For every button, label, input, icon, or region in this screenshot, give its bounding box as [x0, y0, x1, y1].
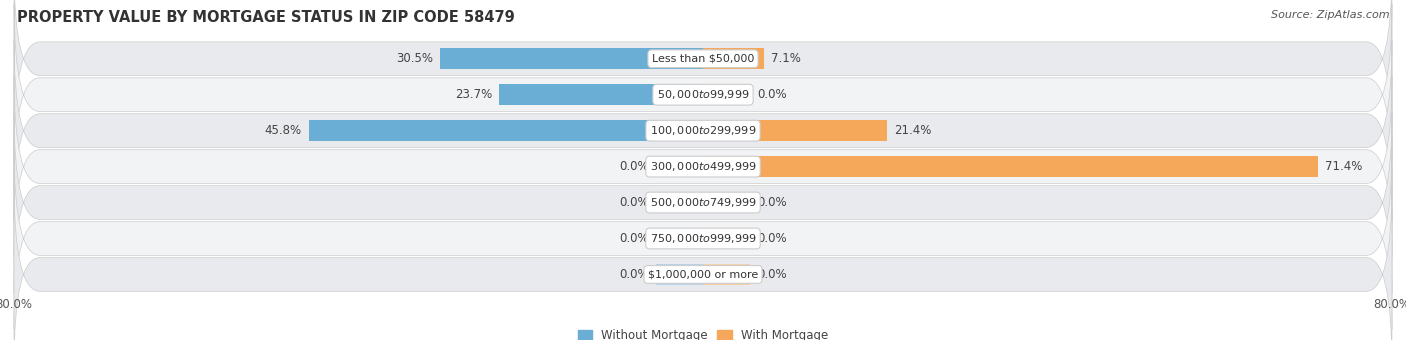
Bar [499, 84, 703, 105]
FancyBboxPatch shape [14, 0, 1392, 150]
FancyBboxPatch shape [14, 148, 1392, 329]
Bar [440, 48, 703, 69]
Text: Source: ZipAtlas.com: Source: ZipAtlas.com [1271, 10, 1389, 20]
Bar [703, 84, 751, 105]
Text: Less than $50,000: Less than $50,000 [652, 54, 754, 64]
Text: $300,000 to $499,999: $300,000 to $499,999 [650, 160, 756, 173]
Bar [703, 192, 751, 213]
Text: $50,000 to $99,999: $50,000 to $99,999 [657, 88, 749, 101]
Text: 0.0%: 0.0% [758, 232, 787, 245]
Text: PROPERTY VALUE BY MORTGAGE STATUS IN ZIP CODE 58479: PROPERTY VALUE BY MORTGAGE STATUS IN ZIP… [17, 10, 515, 25]
Text: 45.8%: 45.8% [264, 124, 302, 137]
Bar [308, 120, 703, 141]
Bar [703, 48, 763, 69]
Bar [703, 156, 1317, 177]
Text: $500,000 to $749,999: $500,000 to $749,999 [650, 196, 756, 209]
Text: 0.0%: 0.0% [619, 196, 648, 209]
Text: 0.0%: 0.0% [619, 232, 648, 245]
Bar [655, 156, 703, 177]
Text: $100,000 to $299,999: $100,000 to $299,999 [650, 124, 756, 137]
Text: $1,000,000 or more: $1,000,000 or more [648, 269, 758, 279]
Text: 23.7%: 23.7% [454, 88, 492, 101]
Bar [655, 192, 703, 213]
Text: 30.5%: 30.5% [396, 52, 433, 65]
Bar [655, 264, 703, 285]
FancyBboxPatch shape [14, 76, 1392, 257]
Text: 21.4%: 21.4% [894, 124, 932, 137]
FancyBboxPatch shape [14, 40, 1392, 222]
Bar [655, 228, 703, 249]
FancyBboxPatch shape [14, 4, 1392, 186]
Text: 0.0%: 0.0% [758, 196, 787, 209]
Text: 7.1%: 7.1% [770, 52, 801, 65]
FancyBboxPatch shape [14, 112, 1392, 293]
FancyBboxPatch shape [14, 184, 1392, 340]
Text: 71.4%: 71.4% [1324, 160, 1362, 173]
Text: $750,000 to $999,999: $750,000 to $999,999 [650, 232, 756, 245]
Text: 0.0%: 0.0% [758, 268, 787, 281]
Bar [703, 264, 751, 285]
Bar [703, 120, 887, 141]
Text: 0.0%: 0.0% [758, 88, 787, 101]
Text: 0.0%: 0.0% [619, 160, 648, 173]
Text: 0.0%: 0.0% [619, 268, 648, 281]
Bar [703, 228, 751, 249]
Legend: Without Mortgage, With Mortgage: Without Mortgage, With Mortgage [578, 329, 828, 340]
